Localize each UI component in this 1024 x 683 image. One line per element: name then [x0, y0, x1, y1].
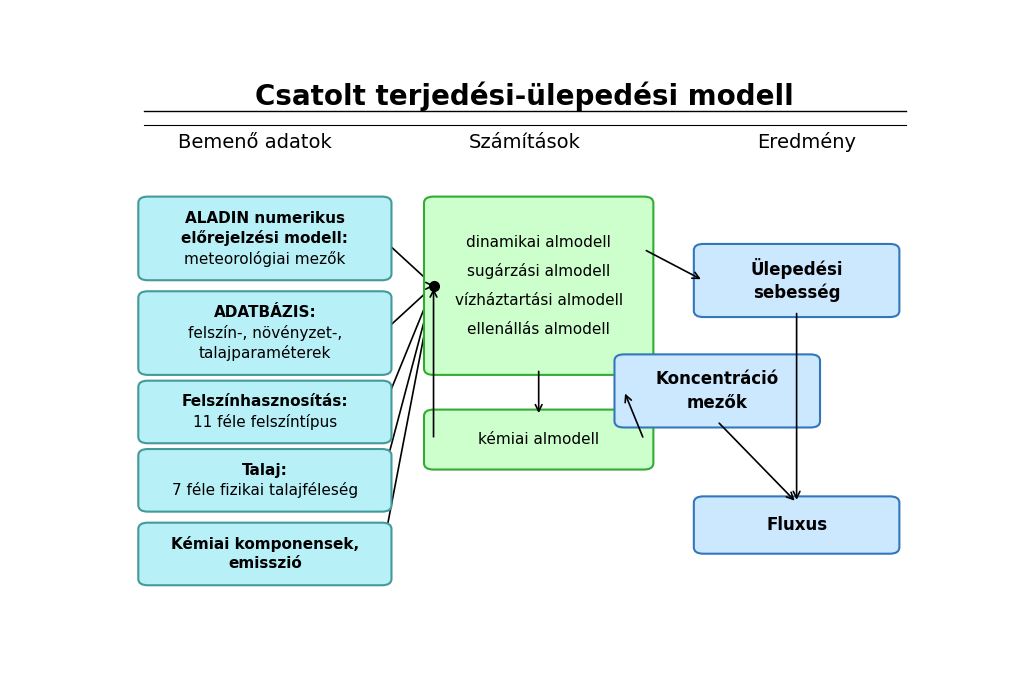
Text: Számítások: Számítások — [469, 133, 581, 152]
FancyBboxPatch shape — [138, 449, 391, 512]
Text: mezők: mezők — [687, 394, 748, 412]
Text: meteorológiai mezők: meteorológiai mezők — [184, 251, 345, 266]
Text: sebesség: sebesség — [753, 283, 841, 302]
Text: talajparaméterek: talajparaméterek — [199, 346, 331, 361]
FancyBboxPatch shape — [694, 497, 899, 554]
Text: emisszió: emisszió — [228, 557, 302, 572]
Text: Csatolt terjedési-ülepedési modell: Csatolt terjedési-ülepedési modell — [255, 81, 795, 111]
Text: 7 féle fizikai talajféleség: 7 féle fizikai talajféleség — [172, 482, 358, 499]
Text: Kémiai komponensek,: Kémiai komponensek, — [171, 536, 359, 552]
Text: felszín-, növényzet-,: felszín-, növényzet-, — [187, 325, 342, 341]
Text: ellenállás almodell: ellenállás almodell — [467, 322, 610, 337]
Text: ADATBÁZIS:: ADATBÁZIS: — [214, 305, 316, 320]
FancyBboxPatch shape — [424, 410, 653, 469]
FancyBboxPatch shape — [138, 380, 391, 443]
Text: Ülepedési: Ülepedési — [751, 258, 843, 279]
FancyBboxPatch shape — [138, 291, 391, 375]
Text: előrejelzési modell:: előrejelzési modell: — [181, 230, 348, 247]
FancyBboxPatch shape — [424, 197, 653, 375]
Text: dinamikai almodell: dinamikai almodell — [466, 235, 611, 250]
Text: Bemenő adatok: Bemenő adatok — [178, 133, 332, 152]
Text: sugárzási almodell: sugárzási almodell — [467, 263, 610, 279]
FancyBboxPatch shape — [138, 197, 391, 280]
Text: Koncentráció: Koncentráció — [655, 370, 779, 388]
FancyBboxPatch shape — [138, 522, 391, 585]
Text: Fluxus: Fluxus — [766, 516, 827, 534]
FancyBboxPatch shape — [694, 244, 899, 317]
Text: Eredmény: Eredmény — [757, 133, 856, 152]
Text: Talaj:: Talaj: — [242, 463, 288, 478]
Text: Felszínhasznosítás:: Felszínhasznosítás: — [181, 395, 348, 410]
Text: vízháztartási almodell: vízháztartási almodell — [455, 293, 623, 308]
FancyBboxPatch shape — [614, 354, 820, 428]
Text: ALADIN numerikus: ALADIN numerikus — [185, 210, 345, 225]
Text: kémiai almodell: kémiai almodell — [478, 432, 599, 447]
Text: 11 féle felszíntípus: 11 féle felszíntípus — [193, 414, 337, 430]
